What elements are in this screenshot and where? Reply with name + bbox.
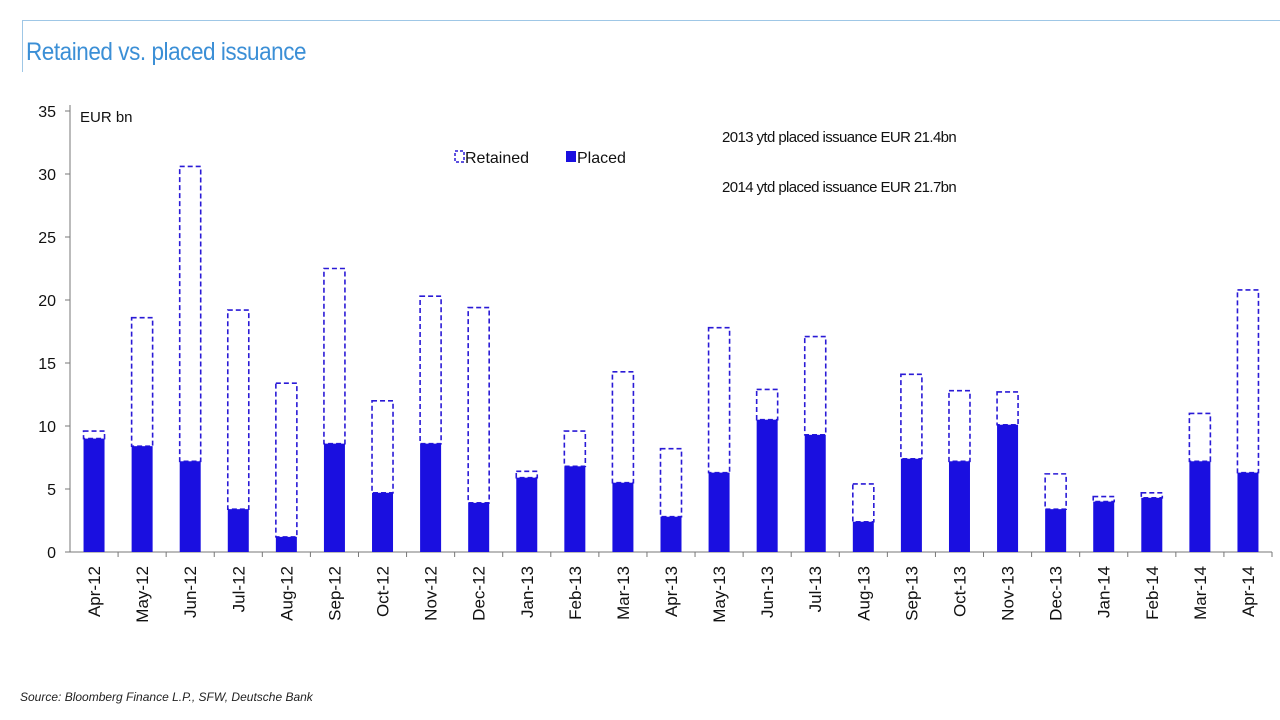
bar-retained bbox=[275, 382, 298, 538]
x-tick-label: Aug-12 bbox=[277, 566, 296, 621]
bar-retained bbox=[563, 430, 587, 468]
bar-retained bbox=[755, 388, 779, 421]
bar-placed bbox=[420, 443, 442, 552]
bar-retained bbox=[1140, 491, 1164, 499]
bar-retained bbox=[996, 391, 1019, 426]
bar-placed bbox=[131, 446, 153, 552]
x-tick-label: Oct-12 bbox=[374, 566, 393, 617]
bar-placed bbox=[323, 443, 345, 552]
bar-placed bbox=[612, 482, 634, 552]
bar-placed bbox=[468, 502, 490, 552]
bar-retained bbox=[900, 373, 923, 460]
bar-retained bbox=[467, 306, 490, 504]
x-tick-label: May-12 bbox=[133, 566, 152, 623]
y-tick-label: 5 bbox=[47, 482, 56, 499]
legend-retained-swatch bbox=[454, 150, 465, 163]
x-tick-label: Apr-14 bbox=[1239, 566, 1258, 617]
y-tick-label: 10 bbox=[38, 419, 56, 436]
unit-label: EUR bn bbox=[80, 109, 133, 126]
annotation-2014: 2014 ytd placed issuance EUR 21.7bn bbox=[722, 179, 956, 196]
bars-layer bbox=[82, 165, 1260, 552]
header-rule-top bbox=[22, 20, 1280, 21]
x-tick-label: Nov-13 bbox=[999, 566, 1018, 621]
x-tick-label: Jul-12 bbox=[229, 566, 248, 612]
bar-placed bbox=[83, 438, 105, 552]
axes-layer bbox=[65, 105, 1273, 557]
x-tick-label: Jun-13 bbox=[758, 566, 777, 618]
bar-placed bbox=[900, 458, 922, 552]
y-tick-label: 15 bbox=[38, 356, 56, 373]
bar-retained bbox=[803, 335, 827, 436]
bar-retained bbox=[948, 389, 971, 463]
bar-placed bbox=[372, 492, 394, 552]
y-tick-label: 20 bbox=[38, 293, 56, 310]
bar-retained bbox=[515, 470, 539, 479]
x-tick-label: May-13 bbox=[710, 566, 729, 623]
bar-placed bbox=[1141, 497, 1163, 552]
legend-placed-swatch bbox=[566, 151, 576, 162]
x-tick-label: Mar-14 bbox=[1191, 566, 1210, 620]
bar-placed bbox=[708, 472, 730, 552]
x-tick-label: Dec-13 bbox=[1047, 566, 1066, 621]
x-tick-label: Jan-13 bbox=[518, 566, 537, 618]
y-tick-label: 30 bbox=[38, 167, 56, 184]
y-tick-label: 25 bbox=[38, 230, 56, 247]
bar-placed bbox=[1237, 472, 1259, 552]
bar-placed bbox=[852, 521, 874, 552]
annotation-2013: 2013 ytd placed issuance EUR 21.4bn bbox=[722, 129, 956, 146]
legend: Retained Placed bbox=[454, 150, 626, 167]
bar-placed bbox=[179, 461, 201, 552]
x-tick-label: Feb-13 bbox=[566, 566, 585, 620]
x-tick-label: Mar-13 bbox=[614, 566, 633, 620]
bar-retained bbox=[611, 371, 635, 484]
bar-retained bbox=[178, 165, 202, 463]
bar-retained bbox=[419, 295, 442, 445]
bar-placed bbox=[516, 477, 538, 552]
bar-retained bbox=[1236, 289, 1260, 474]
x-tick-label: Apr-12 bbox=[85, 566, 104, 617]
x-tick-label: Oct-13 bbox=[950, 566, 969, 617]
x-tick-label: Apr-13 bbox=[662, 566, 681, 617]
bar-retained bbox=[226, 309, 250, 510]
x-tick-label: Dec-12 bbox=[470, 566, 489, 621]
bar-placed bbox=[564, 466, 586, 552]
bar-retained bbox=[82, 430, 106, 440]
bar-retained bbox=[130, 316, 154, 447]
x-tick-label: Sep-12 bbox=[325, 566, 344, 621]
y-tick-label: 35 bbox=[38, 104, 56, 121]
y-tick-label: 0 bbox=[47, 545, 56, 562]
x-tick-label: Nov-12 bbox=[422, 566, 441, 621]
legend-retained-label: Retained bbox=[465, 150, 529, 167]
x-tick-label: Jun-12 bbox=[181, 566, 200, 618]
x-tick-label: Sep-13 bbox=[902, 566, 921, 621]
legend-placed-label: Placed bbox=[577, 150, 626, 167]
bar-retained bbox=[1044, 473, 1067, 510]
bar-placed bbox=[756, 419, 778, 552]
bar-placed bbox=[948, 461, 970, 552]
bar-retained bbox=[707, 326, 731, 474]
bar-placed bbox=[1045, 509, 1067, 552]
x-tick-label: Jan-14 bbox=[1095, 566, 1114, 618]
bar-placed bbox=[275, 536, 297, 552]
bar-retained bbox=[371, 399, 394, 494]
bar-placed bbox=[1093, 501, 1115, 552]
bar-retained bbox=[323, 267, 346, 445]
source-note: Source: Bloomberg Finance L.P., SFW, Deu… bbox=[20, 690, 313, 704]
bar-placed bbox=[1189, 461, 1211, 552]
bar-retained bbox=[1188, 412, 1212, 463]
x-tick-label: Jul-13 bbox=[806, 566, 825, 612]
bar-placed bbox=[227, 509, 249, 552]
bar-retained bbox=[852, 483, 875, 523]
bar-placed bbox=[660, 516, 682, 552]
bar-placed bbox=[997, 424, 1019, 552]
x-tick-label: Feb-14 bbox=[1143, 566, 1162, 620]
chart-title: Retained vs. placed issuance bbox=[26, 38, 307, 66]
bar-retained bbox=[659, 447, 683, 518]
x-tick-label: Aug-13 bbox=[854, 566, 873, 621]
header-rule-left bbox=[22, 20, 23, 72]
labels-layer: 0 5 10 15 20 25 30 35 Apr-12 May-12 Jun-12 Jul-12 Au… bbox=[38, 104, 1258, 623]
bar-retained bbox=[1092, 495, 1116, 503]
bar-placed bbox=[804, 434, 826, 552]
